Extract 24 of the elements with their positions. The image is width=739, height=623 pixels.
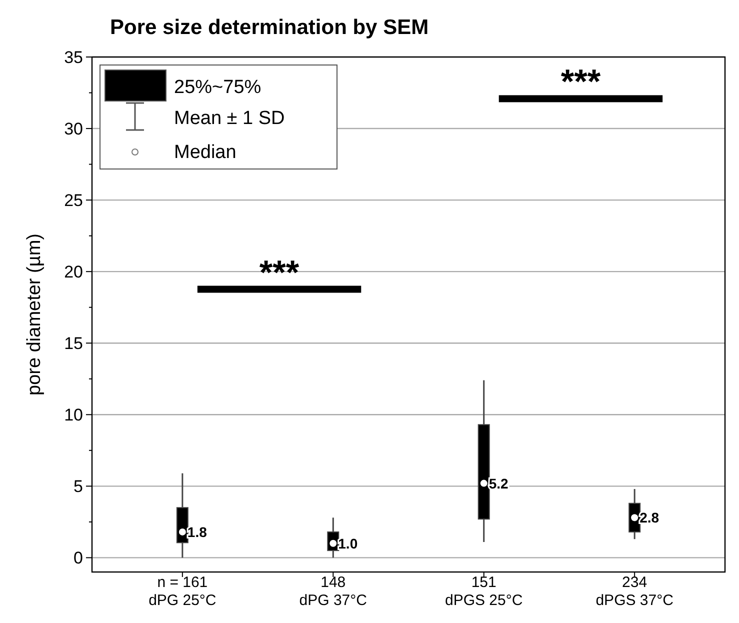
text: 151 bbox=[471, 574, 496, 591]
x-tick-label: dPG 25°C bbox=[148, 592, 216, 609]
chart-title: Pore size determination by SEM bbox=[110, 16, 429, 39]
y-tick-label: 0 bbox=[74, 548, 83, 568]
text: n = 161 bbox=[157, 574, 208, 591]
y-tick-label: 5 bbox=[74, 477, 83, 496]
text: 1.0 bbox=[338, 535, 358, 552]
x-tick-label: dPGS 37°C bbox=[596, 592, 674, 609]
y-tick-label: 15 bbox=[64, 334, 83, 354]
y-tick-label: 35 bbox=[64, 48, 83, 67]
y-tick-label: 30 bbox=[64, 119, 83, 138]
y-tick-label: 10 bbox=[64, 406, 83, 425]
text: 148 bbox=[320, 574, 346, 591]
y-tick-label: 20 bbox=[64, 262, 83, 282]
annotation: Mean ± 1 SD bbox=[174, 108, 285, 129]
annotation: *** bbox=[560, 63, 602, 102]
y-tick-label: 25 bbox=[64, 191, 83, 210]
x-tick-label: dPG 37°C bbox=[299, 592, 368, 609]
text: 234 bbox=[622, 574, 648, 591]
annotation: *** bbox=[259, 254, 300, 292]
annotation: Median bbox=[174, 142, 236, 163]
y-axis-title: pore diameter (µm) bbox=[24, 234, 45, 396]
x-tick-label: dPGS 25°C bbox=[445, 592, 523, 609]
legend-label: 25%~75% bbox=[174, 77, 262, 98]
